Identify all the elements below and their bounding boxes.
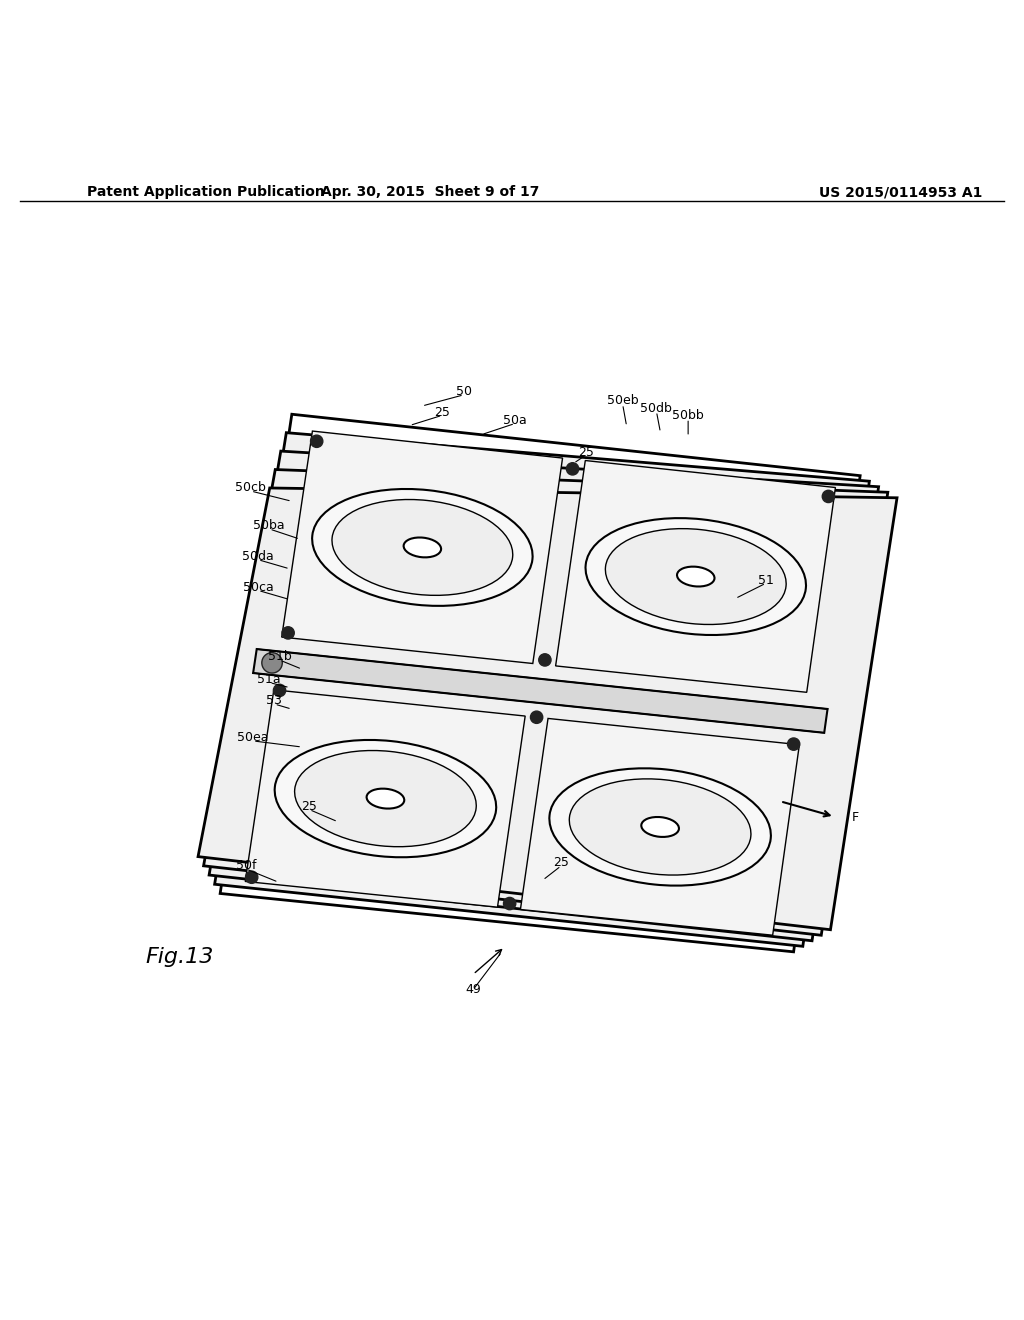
Circle shape bbox=[787, 738, 800, 750]
Ellipse shape bbox=[549, 768, 771, 886]
Text: Fig.13: Fig.13 bbox=[145, 946, 213, 968]
Text: 49: 49 bbox=[465, 983, 481, 997]
Ellipse shape bbox=[295, 751, 476, 846]
Polygon shape bbox=[209, 451, 879, 941]
Polygon shape bbox=[245, 690, 525, 907]
Text: 50db: 50db bbox=[640, 401, 673, 414]
Text: US 2015/0114953 A1: US 2015/0114953 A1 bbox=[819, 185, 983, 199]
Text: 50ba: 50ba bbox=[254, 519, 285, 532]
Polygon shape bbox=[220, 414, 860, 952]
Text: 50: 50 bbox=[456, 385, 472, 399]
Text: 51a: 51a bbox=[257, 673, 282, 686]
Text: 50cb: 50cb bbox=[236, 482, 266, 495]
Ellipse shape bbox=[312, 488, 532, 606]
Circle shape bbox=[246, 871, 258, 883]
Ellipse shape bbox=[274, 741, 497, 857]
Polygon shape bbox=[215, 433, 869, 946]
Text: 25: 25 bbox=[301, 800, 317, 813]
Text: 25: 25 bbox=[434, 405, 451, 418]
Text: F: F bbox=[852, 812, 858, 824]
Text: 50a: 50a bbox=[503, 414, 527, 426]
Polygon shape bbox=[282, 432, 562, 664]
Text: 50ca: 50ca bbox=[243, 581, 273, 594]
Circle shape bbox=[539, 653, 551, 667]
Circle shape bbox=[282, 627, 294, 639]
Ellipse shape bbox=[677, 566, 715, 586]
Circle shape bbox=[262, 652, 283, 673]
Text: 25: 25 bbox=[578, 446, 594, 458]
Ellipse shape bbox=[605, 528, 786, 624]
Polygon shape bbox=[198, 488, 897, 929]
Text: 25: 25 bbox=[553, 857, 569, 870]
Text: Patent Application Publication: Patent Application Publication bbox=[87, 185, 325, 199]
Polygon shape bbox=[520, 718, 800, 935]
Circle shape bbox=[530, 711, 543, 723]
Text: 53: 53 bbox=[266, 694, 283, 708]
Text: 50eb: 50eb bbox=[607, 395, 638, 408]
Polygon shape bbox=[556, 461, 836, 692]
Text: 51: 51 bbox=[758, 574, 774, 586]
Text: 50f: 50f bbox=[236, 859, 256, 873]
Text: 50bb: 50bb bbox=[672, 409, 705, 422]
Ellipse shape bbox=[332, 499, 513, 595]
Text: Apr. 30, 2015  Sheet 9 of 17: Apr. 30, 2015 Sheet 9 of 17 bbox=[321, 185, 540, 199]
Polygon shape bbox=[253, 649, 827, 733]
Circle shape bbox=[273, 684, 286, 697]
Circle shape bbox=[566, 463, 579, 475]
Text: 50ea: 50ea bbox=[238, 731, 268, 744]
Ellipse shape bbox=[367, 788, 404, 809]
Ellipse shape bbox=[403, 537, 441, 557]
Polygon shape bbox=[204, 470, 888, 936]
Ellipse shape bbox=[641, 817, 679, 837]
Text: 51b: 51b bbox=[267, 651, 292, 664]
Circle shape bbox=[822, 490, 835, 503]
Ellipse shape bbox=[586, 519, 806, 635]
Circle shape bbox=[310, 436, 323, 447]
Text: 50da: 50da bbox=[242, 550, 274, 564]
Ellipse shape bbox=[569, 779, 751, 875]
Circle shape bbox=[504, 898, 516, 909]
